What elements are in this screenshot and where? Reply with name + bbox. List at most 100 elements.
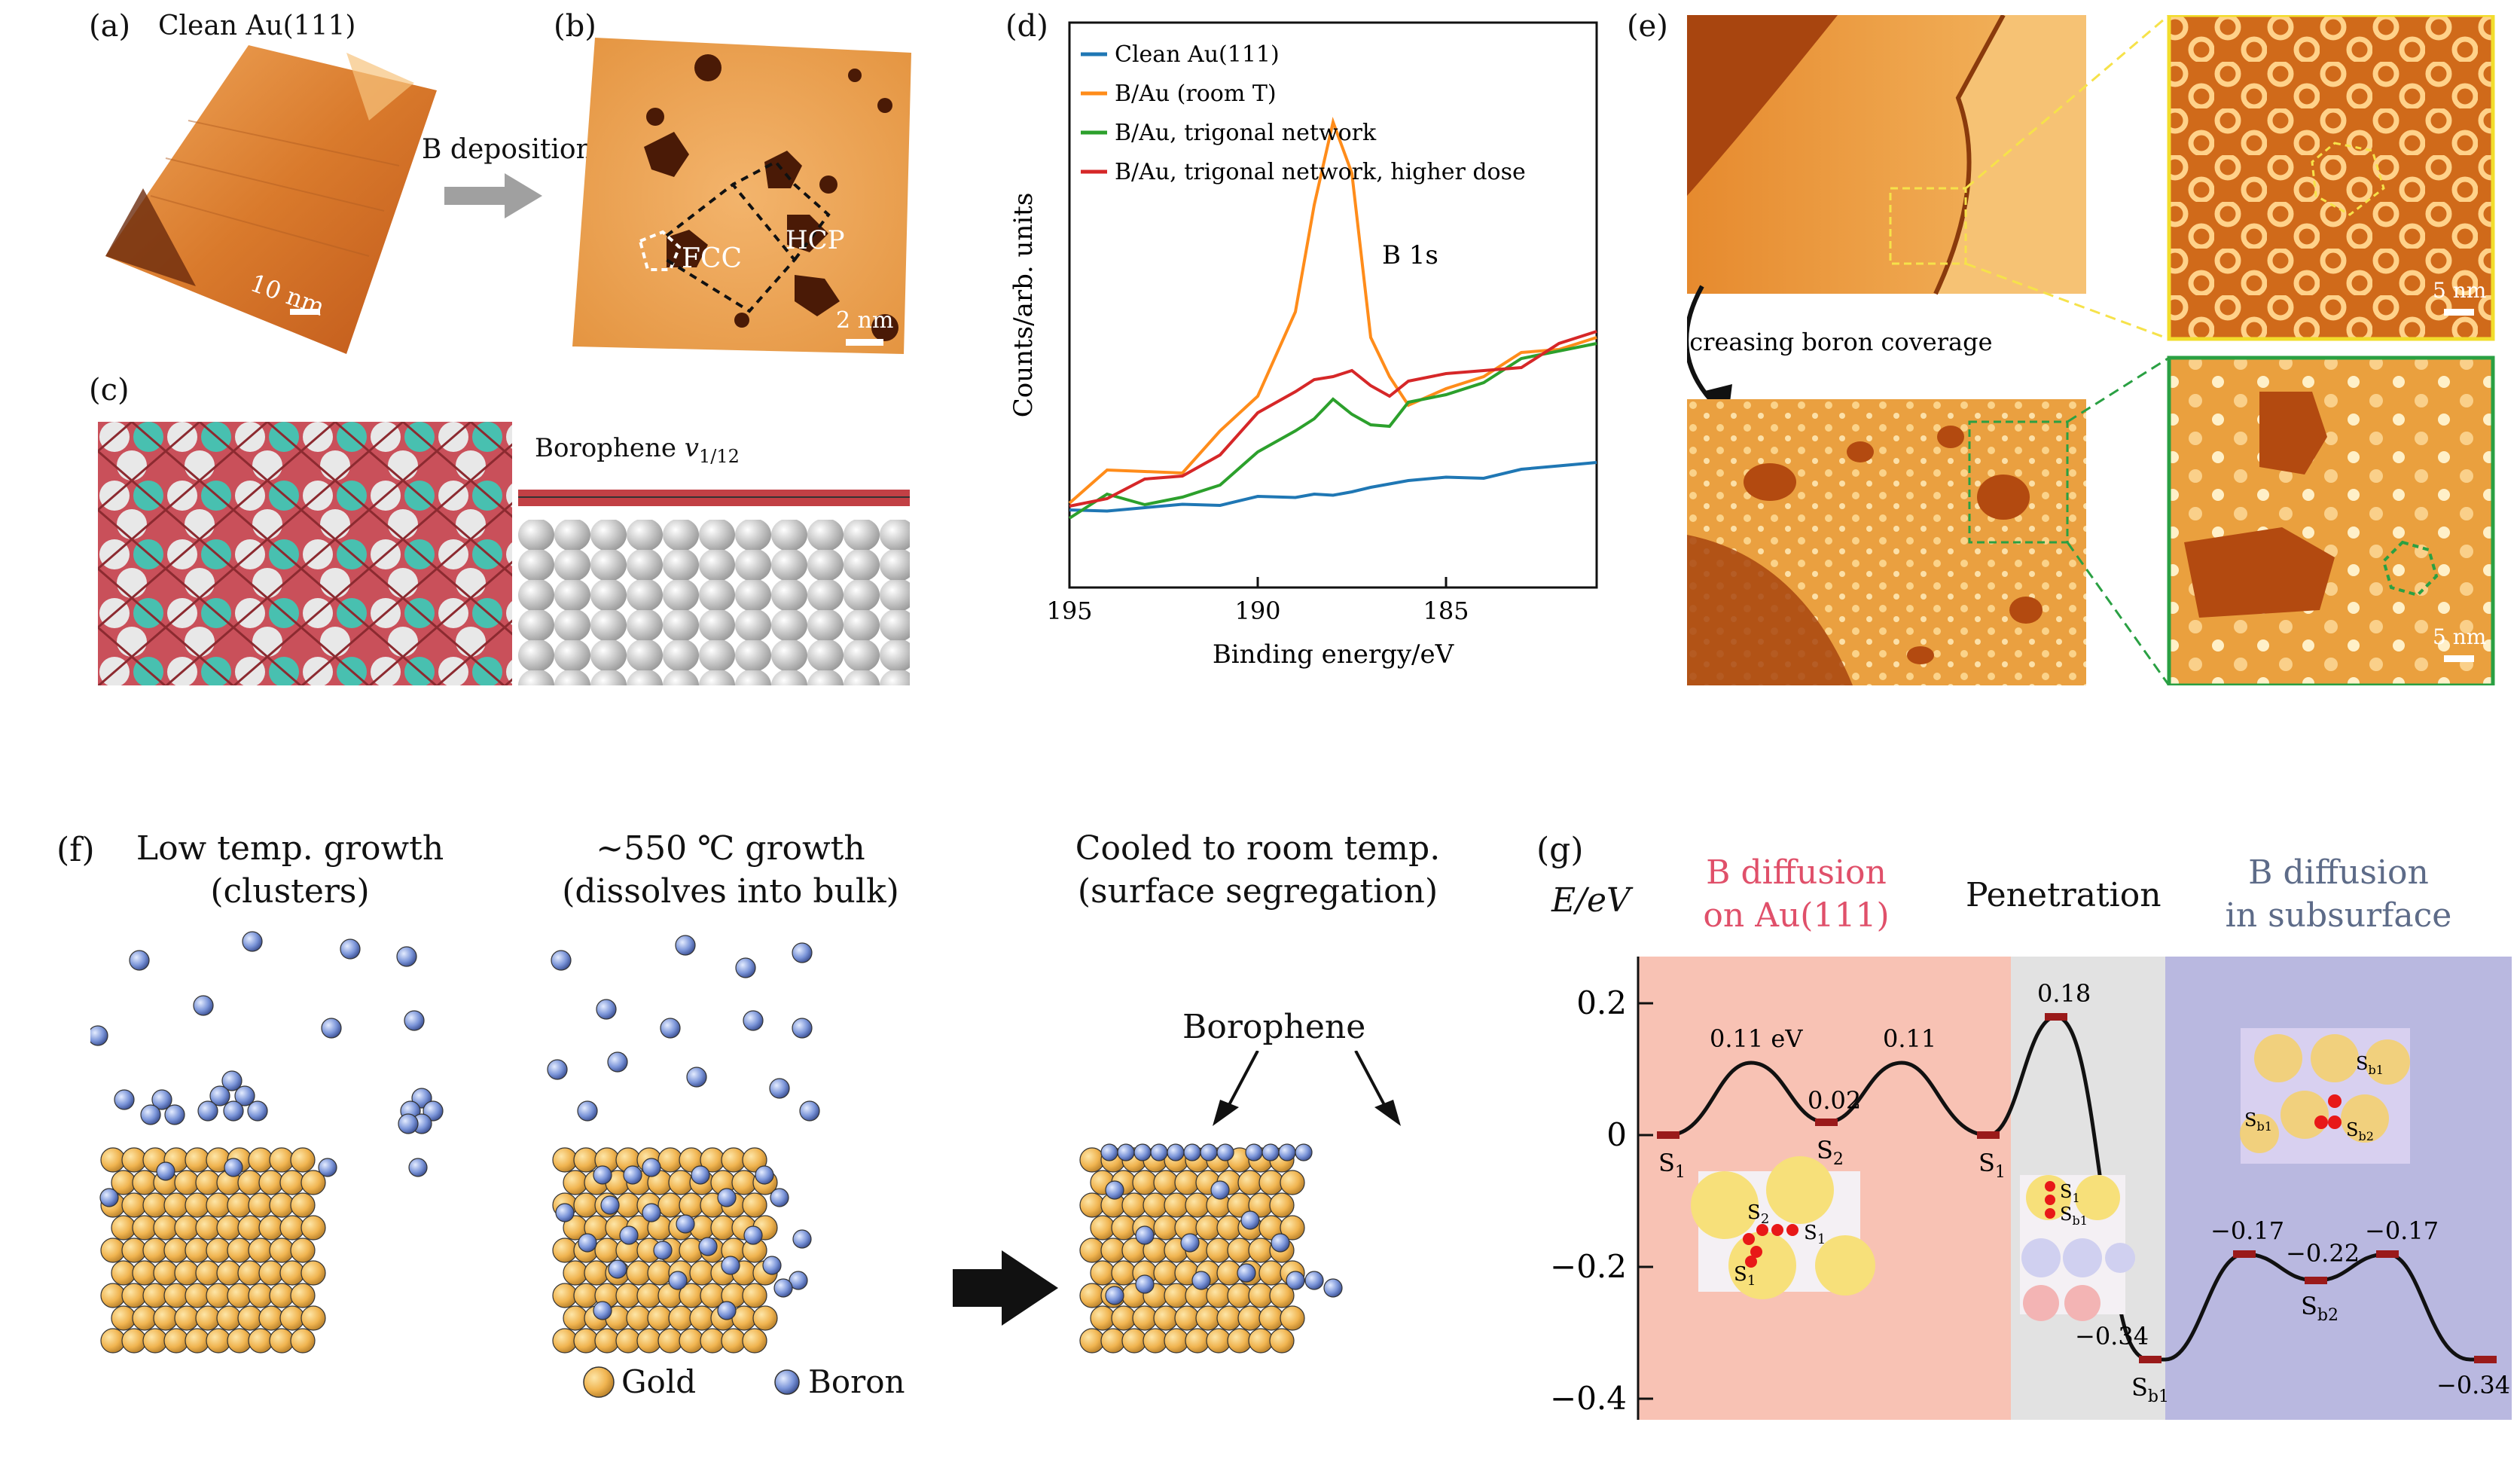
gold-atom [721,1147,746,1173]
gold-atom [1227,1283,1252,1308]
borophene-atom [1200,1143,1218,1161]
gold-atom [1206,1328,1231,1354]
level-ts-0.18 [2045,1013,2067,1021]
gold-atom [1227,1238,1252,1263]
gold-atom [301,1170,326,1195]
boron-atom [547,1059,568,1080]
xps-series-line-2 [1068,342,1597,520]
gold-atom [1248,1238,1274,1263]
gold-atom [594,1328,620,1354]
gold-atom [290,1283,316,1308]
gold-atom [1121,1328,1147,1354]
xps-plot-frame [1068,21,1598,589]
gold-atom [1206,1238,1231,1263]
svg-text:S1: S1 [1734,1263,1756,1289]
gold-atom [227,1238,252,1263]
gold-atom [195,1260,221,1286]
gold-atom [1164,1283,1189,1308]
barrier-label-neg0.22: −0.22 [2286,1239,2360,1268]
svg-text:Sb2: Sb2 [2346,1119,2374,1143]
gold-atom [742,1147,767,1173]
boron-atom [129,950,150,971]
boron-atom [398,1113,419,1134]
deposition-arrow [444,173,542,218]
gold-atom [668,1305,694,1331]
gold-atom [1185,1328,1210,1354]
gold-atom [195,1305,221,1331]
gold-atom [752,1305,778,1331]
gold-atom [1079,1238,1105,1263]
gold-atom [1174,1170,1200,1195]
boron-atom [1105,1180,1124,1200]
gold-atom [258,1215,284,1241]
gold-slab-low-temp [90,931,444,1354]
boron-atom [721,1256,740,1275]
xps-legend: Clean Au(111) B/Au (room T) B/Au, trigonal… [1081,41,1526,185]
xps-legend-label-3: B/Au, trigonal network, higher dose [1115,159,1526,185]
panel-e-bottom-scale-bar [2444,655,2474,662]
gold-atom [258,1260,284,1286]
borophene-atom [1100,1143,1118,1161]
site-label-s1-start: S1 [1658,1149,1686,1182]
gold-atom [237,1260,263,1286]
gold-atom [227,1328,252,1354]
borophene-atom [1295,1143,1313,1161]
boron-atom [743,1010,764,1031]
boron-atom [1323,1278,1343,1298]
gold-atom [290,1192,316,1218]
region3-title: B diffusion in subsurface [2225,853,2452,935]
gold-atom [689,1260,715,1286]
boron-atom [762,1256,782,1275]
boron-atom [675,935,696,956]
level-sb2 [2305,1277,2327,1284]
boron-atom [792,1229,812,1249]
level-sb1-start [2139,1356,2162,1363]
gold-atom [1111,1215,1136,1241]
gold-atom [301,1260,326,1286]
boron-atom [770,1188,789,1207]
boron-atom [404,1010,425,1031]
gold-atom [552,1328,578,1354]
boron-atom [717,1301,737,1320]
boron-atom [596,999,617,1020]
gold-atom [290,1238,316,1263]
boron-atom [1191,1271,1211,1290]
svg-text:S2: S2 [1747,1201,1769,1227]
boron-atom [99,1188,119,1207]
gold-atom [1153,1170,1179,1195]
barrier-label-0.02: 0.02 [1808,1086,1861,1115]
boron-atom [234,1085,255,1106]
gold-atom [742,1283,767,1308]
boron-atom [773,1278,793,1298]
gold-atom [279,1215,305,1241]
site-label-sb1: Sb1 [2131,1373,2169,1406]
barrier-label-neg0.34-right: −0.34 [2436,1371,2510,1399]
boron-atom [151,1089,172,1110]
gold-atom [1143,1192,1168,1218]
gold-atom [1195,1305,1221,1331]
boron-atom [578,1233,597,1253]
region3-background [2165,957,2512,1420]
barrier-label-0.11: 0.11 [1883,1024,1936,1053]
gold-atom [132,1215,157,1241]
borophene-atom [1183,1143,1201,1161]
boron-atom [221,1070,243,1091]
gold-atom [163,1238,189,1263]
boron-atom [242,931,263,952]
boron-atom [209,1085,230,1106]
gold-atom [269,1147,294,1173]
boron-atom [197,1100,218,1122]
gold-atom [237,1170,263,1195]
gold-atom [237,1215,263,1241]
gold-atom [111,1260,136,1286]
gold-atom [1280,1170,1305,1195]
panel-g-letter: (g) [1536,831,1584,869]
boron-atom [1210,1180,1230,1200]
boron-atom [686,1067,707,1088]
site-label-s2: S2 [1817,1136,1844,1169]
gold-atom [1143,1328,1168,1354]
gold-atom [636,1283,662,1308]
boron-atom [1304,1271,1324,1290]
panel-e-bottom-scale-label: 5 nm [2433,624,2486,649]
inset-subsurface-diffusion: Sb1 Sb1 Sb2 [2240,1028,2410,1164]
